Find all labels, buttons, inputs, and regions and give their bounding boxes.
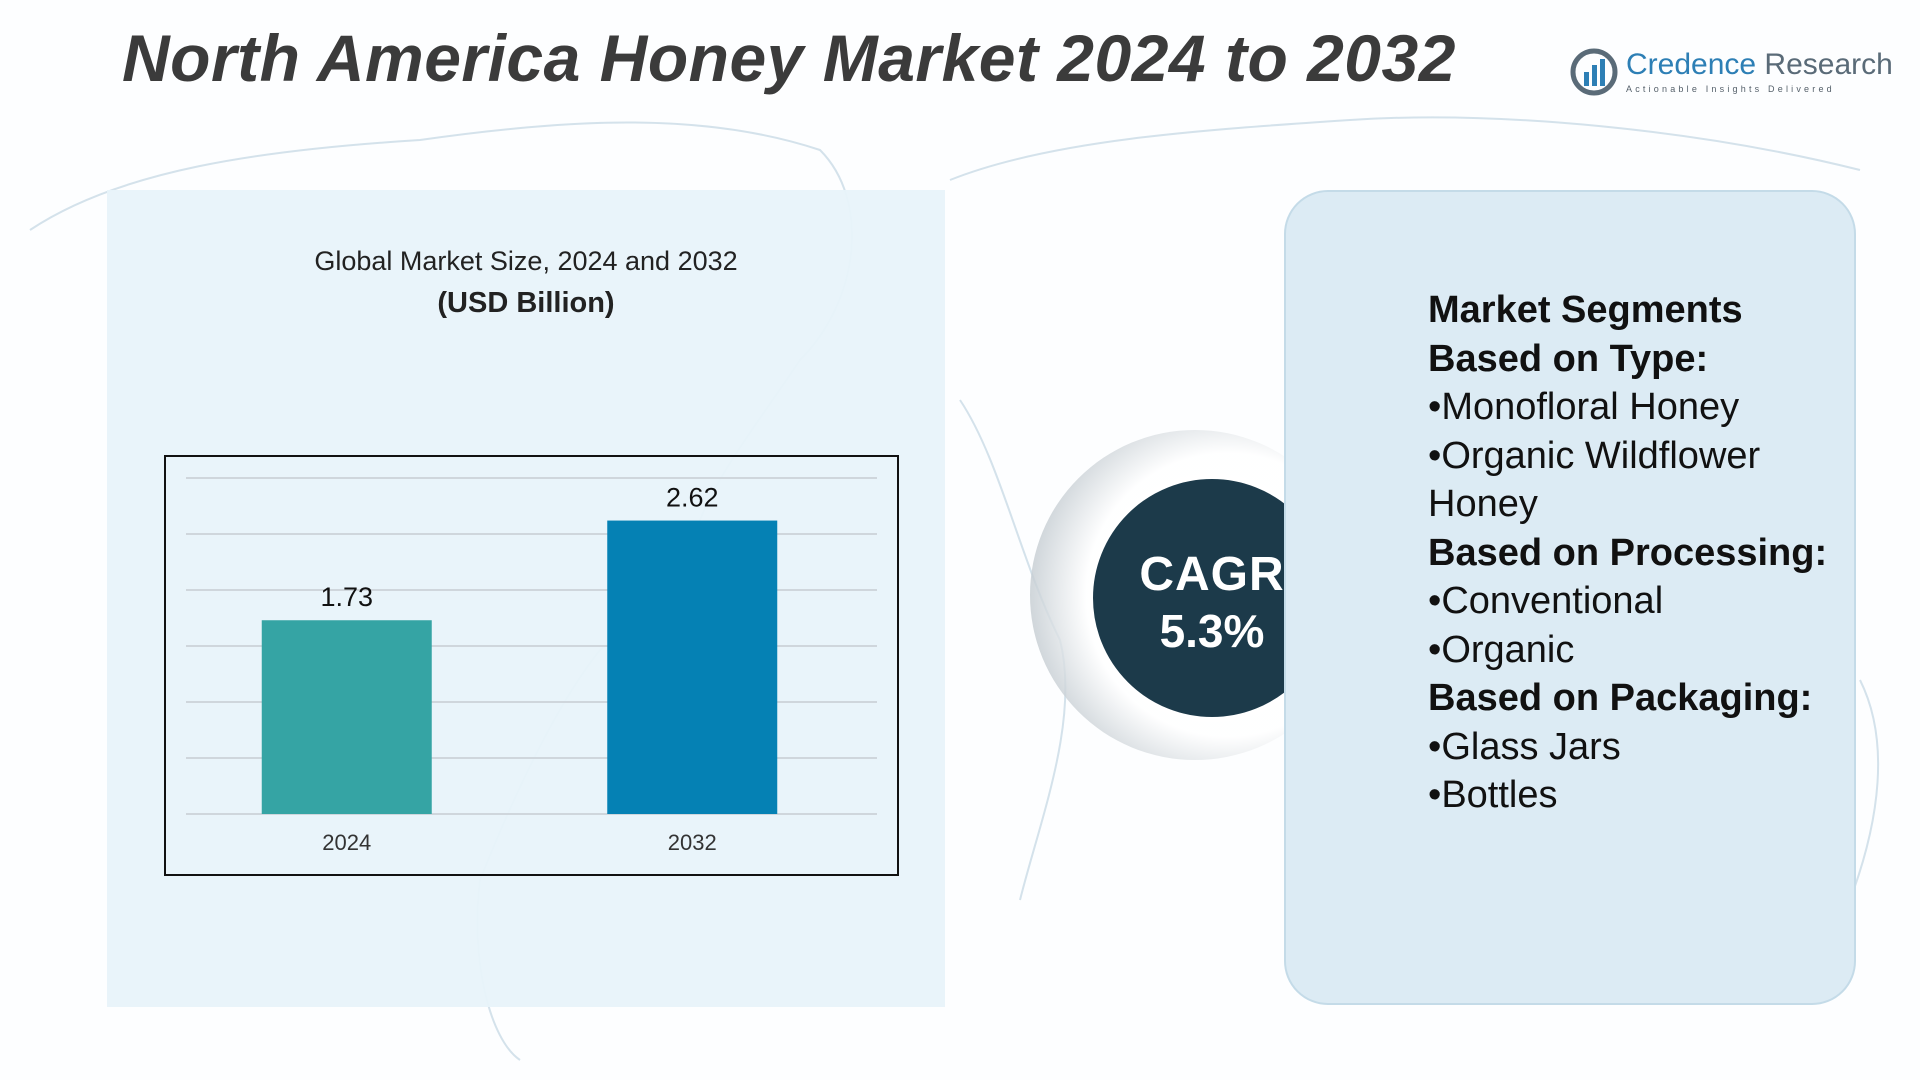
- segment-item: •Organic Wildflower Honey: [1428, 434, 1761, 526]
- data-label: 2.62: [666, 483, 719, 513]
- page-title: North America Honey Market 2024 to 2032: [122, 21, 1456, 95]
- segment-item: •Glass Jars: [1428, 725, 1621, 768]
- cagr-value: 5.3%: [1159, 605, 1265, 657]
- x-tick-label: 2032: [668, 830, 717, 855]
- segments-heading: Market Segments: [1428, 289, 1743, 331]
- segment-group-title: Based on Type:: [1428, 337, 1709, 380]
- chart-panel: [107, 190, 945, 1007]
- logo-name: Credence: [1626, 48, 1757, 81]
- logo-bar-chart-icon: [1570, 48, 1618, 96]
- chart-subtitle: (USD Billion): [437, 287, 615, 319]
- segment-item: •Monofloral Honey: [1428, 386, 1740, 428]
- segment-item: •Bottles: [1428, 774, 1558, 816]
- segment-group-title: Based on Packaging:: [1428, 677, 1813, 719]
- segments-panel: [1284, 190, 1856, 1005]
- segment-item: •Conventional: [1428, 580, 1664, 622]
- logo-name-research: Research: [1756, 48, 1893, 81]
- logo-tagline: Actionable Insights Delivered: [1626, 84, 1835, 94]
- bar-2032: [607, 520, 778, 814]
- data-label: 1.73: [320, 582, 373, 612]
- chart-frame: 1.73 2024 2.62 2032: [164, 455, 899, 876]
- bar-chart: 1.73 2024 2.62 2032: [186, 477, 877, 855]
- segment-group-title: Based on Processing:: [1428, 531, 1828, 574]
- segment-item: •Organic: [1428, 628, 1575, 671]
- bar-2024: [261, 620, 432, 814]
- x-tick-label: 2024: [322, 830, 371, 855]
- logo: Credence Research Actionable Insights De…: [1570, 48, 1893, 96]
- chart-title: Global Market Size, 2024 and 2032: [314, 246, 738, 276]
- market-segments: Market Segments Based on Type: •Monoflor…: [1428, 286, 1868, 820]
- cagr-label: CAGR: [1139, 548, 1285, 601]
